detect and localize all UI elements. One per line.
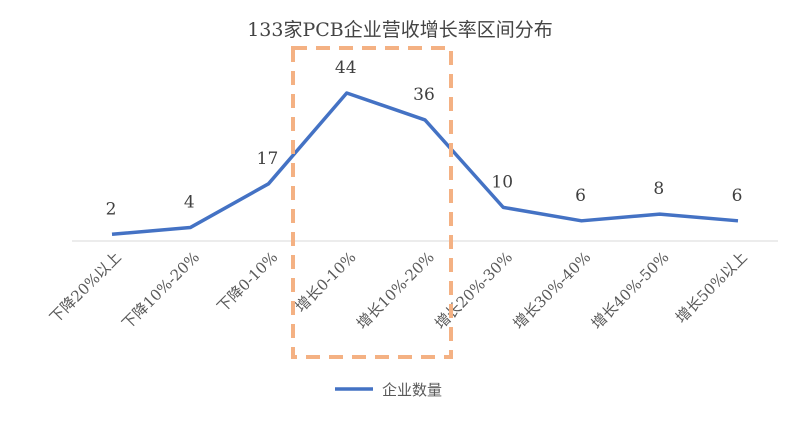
data-label: 36 (413, 85, 435, 105)
x-tick-label: 下降10%-20% (118, 248, 203, 333)
data-label: 10 (491, 172, 513, 192)
data-label: 2 (106, 199, 117, 219)
legend: 企业数量 (335, 381, 442, 399)
x-tick-label: 增长20%-30% (431, 248, 516, 333)
data-label: 8 (653, 179, 664, 199)
data-label: 6 (575, 186, 586, 206)
series-line (111, 91, 739, 237)
x-tick-label: 下降20%以上 (46, 248, 125, 327)
x-tick-label: 增长0-10% (292, 248, 360, 316)
chart-title: 133家PCB企业营收增长率区间分布 (247, 19, 553, 41)
data-label: 6 (732, 186, 743, 206)
x-tick-label: 增长40%-50% (588, 248, 673, 333)
data-label: 44 (335, 58, 357, 78)
x-tick-label: 增长10%-20% (353, 248, 438, 333)
x-tick-label: 增长30%-40% (510, 248, 595, 333)
data-label: 4 (184, 193, 195, 213)
x-tick-label: 下降0-10% (213, 248, 281, 316)
data-label: 17 (257, 149, 279, 169)
x-tick-label: 增长50%以上 (672, 248, 751, 327)
highlight-box (291, 46, 453, 359)
legend-label: 企业数量 (382, 381, 442, 399)
